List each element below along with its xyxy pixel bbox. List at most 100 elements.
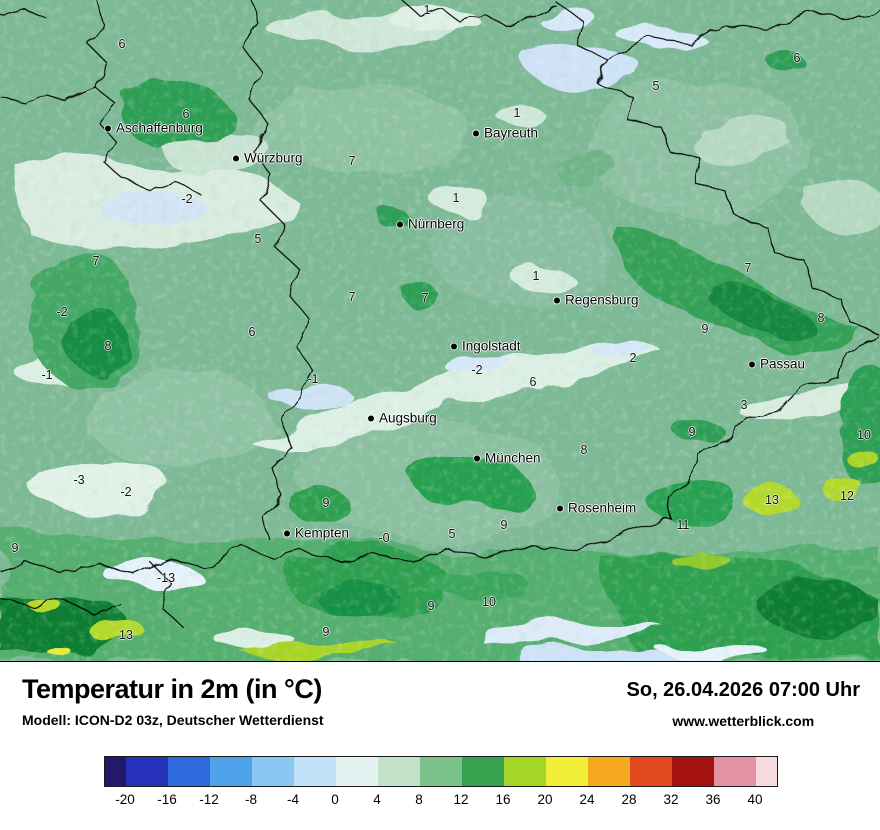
border-northwest-corner xyxy=(0,7,47,19)
temp-value-label: 3 xyxy=(740,398,748,412)
borders-layer xyxy=(0,0,880,627)
colorbar-tick-label: -12 xyxy=(199,792,219,807)
city-marker: Passau xyxy=(749,357,805,372)
border-alps-southwest xyxy=(0,597,123,615)
website-text: www.wetterblick.com xyxy=(672,713,815,729)
temp-value-label: -13 xyxy=(156,571,176,585)
temp-value-label: 7 xyxy=(348,290,356,304)
temp-value-label: 5 xyxy=(652,79,660,93)
temp-value-label: 13 xyxy=(119,628,133,642)
temp-value-label: 5 xyxy=(254,232,262,246)
colorbar-tick-label: 0 xyxy=(331,792,339,807)
city-dot xyxy=(284,530,290,536)
colorbar-segment xyxy=(336,757,378,786)
city-label: München xyxy=(485,450,541,466)
temp-value-label: 5 xyxy=(448,527,456,541)
border-thuringia xyxy=(401,0,557,27)
city-label: Aschaffenburg xyxy=(116,120,203,136)
city-marker: Ingolstadt xyxy=(451,339,521,354)
temp-value-label: 2 xyxy=(629,351,637,365)
colorbar-segment xyxy=(714,757,756,786)
temp-value-label: 1 xyxy=(452,191,460,205)
city-dot xyxy=(451,343,457,349)
colorbar-tick-label: 8 xyxy=(415,792,423,807)
city-marker: Rosenheim xyxy=(557,501,636,516)
colorbar-segment xyxy=(210,757,252,786)
temp-value-label: 9 xyxy=(500,518,508,532)
city-marker: Regensburg xyxy=(554,293,639,308)
colorbar-segment xyxy=(105,757,126,786)
temp-value-label: 10 xyxy=(482,595,496,609)
temp-value-label: 1 xyxy=(532,269,540,283)
city-dot xyxy=(554,297,560,303)
city-marker: Kempten xyxy=(284,526,349,541)
temp-value-label: 6 xyxy=(118,37,126,51)
temp-value-label: 6 xyxy=(793,51,801,65)
temp-value-label: 1 xyxy=(513,106,521,120)
colorbar-tick-label: 40 xyxy=(747,792,763,807)
footer: Temperatur in 2m (in °C) Modell: ICON-D2… xyxy=(0,662,880,830)
border-saxony xyxy=(605,7,880,59)
city-marker: Nürnberg xyxy=(397,217,464,232)
temp-value-label: 7 xyxy=(92,254,100,268)
city-label: Passau xyxy=(760,356,806,372)
temp-value-label: 7 xyxy=(348,154,356,168)
colorbar-segment xyxy=(126,757,168,786)
border-baden-wuerttemberg xyxy=(243,0,315,541)
colorbar-segment xyxy=(294,757,336,786)
temp-value-label: 8 xyxy=(104,339,112,353)
colorbar-tick-label: 20 xyxy=(537,792,553,807)
city-label: Würzburg xyxy=(244,150,303,166)
temp-value-label: 11 xyxy=(676,518,690,532)
city-dot xyxy=(397,221,403,227)
colorbar-segment xyxy=(588,757,630,786)
temp-value-label: -0 xyxy=(378,531,390,545)
colorbar-segment xyxy=(168,757,210,786)
colorbar-segment xyxy=(546,757,588,786)
border-austria xyxy=(0,335,879,575)
border-czech xyxy=(555,1,879,335)
temp-value-label: -2 xyxy=(471,363,483,377)
temp-value-label: -2 xyxy=(56,305,68,319)
temp-value-label: -1 xyxy=(307,372,319,386)
temp-value-label: 6 xyxy=(529,375,537,389)
footer-caption-row: Temperatur in 2m (in °C) Modell: ICON-D2… xyxy=(22,674,860,729)
city-dot xyxy=(557,505,563,511)
temp-value-label: 6 xyxy=(182,107,190,121)
city-dot xyxy=(749,361,755,367)
border-hesse-west xyxy=(0,87,97,105)
map-area: Aschaffenburg Würzburg Bayreuth Nürnberg Reg… xyxy=(0,0,880,662)
city-marker: Aschaffenburg xyxy=(105,121,203,136)
model-info: Modell: ICON-D2 03z, Deutscher Wetterdie… xyxy=(22,712,324,728)
colorbar-segment xyxy=(672,757,714,786)
footer-right-column: So, 26.04.2026 07:00 Uhr www.wetterblick… xyxy=(627,674,860,729)
colorbar-tick-label: 16 xyxy=(495,792,511,807)
city-label: Nürnberg xyxy=(408,216,465,232)
temp-value-label: -3 xyxy=(73,473,85,487)
border-tyrol xyxy=(149,561,183,627)
colorbar-tick-label: 28 xyxy=(621,792,637,807)
city-label: Regensburg xyxy=(565,292,639,308)
city-dot xyxy=(368,415,374,421)
temp-value-label: 8 xyxy=(580,443,588,457)
temp-value-label: -2 xyxy=(120,485,132,499)
colorbar-tick-label: 32 xyxy=(663,792,679,807)
colorbar-ticks: -20 -16 -12 -8 -4 0 4 8 12 16 20 24 28 32 36 40 xyxy=(104,792,778,810)
colorbar-tick-label: 12 xyxy=(453,792,469,807)
temp-value-label: 9 xyxy=(322,625,330,639)
map-title: Temperatur in 2m (in °C) xyxy=(22,674,322,704)
city-label: Augsburg xyxy=(379,410,437,426)
temp-value-label: 10 xyxy=(857,428,871,442)
colorbar-tick-label: -16 xyxy=(157,792,177,807)
grain-dark-layer xyxy=(0,0,880,661)
colorbar-segment xyxy=(756,757,777,786)
temp-value-label: 13 xyxy=(765,493,779,507)
city-dot xyxy=(473,130,479,136)
temp-value-label: 9 xyxy=(688,425,696,439)
colorbar-tick-label: 24 xyxy=(579,792,595,807)
city-dot xyxy=(105,125,111,131)
colorbar-tick-label: -4 xyxy=(286,792,300,807)
temp-value-label: -2 xyxy=(181,192,193,206)
city-marker: Augsburg xyxy=(368,411,437,426)
